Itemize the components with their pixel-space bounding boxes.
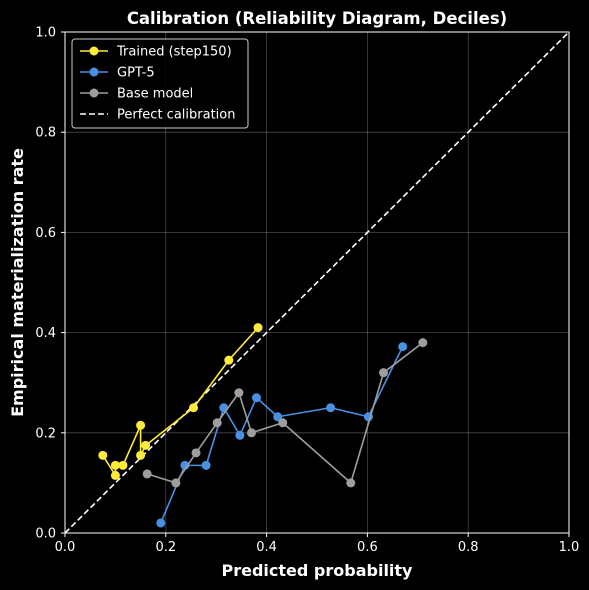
y-tick-label: 0.0 xyxy=(35,527,56,542)
legend-swatch-marker xyxy=(89,46,99,56)
legend-item-trained-step150: Trained (step150) xyxy=(80,45,232,60)
series-gpt-5 xyxy=(156,342,408,528)
data-point-trained-step150 xyxy=(141,440,151,450)
data-point-base-model xyxy=(234,388,244,398)
legend-label: Trained (step150) xyxy=(116,45,232,60)
y-tick-label: 1.0 xyxy=(35,26,56,41)
data-point-trained-step150 xyxy=(253,323,263,333)
series-perfect-calibration xyxy=(64,31,570,534)
series-line-gpt-5 xyxy=(160,346,404,524)
data-point-base-model xyxy=(246,428,256,438)
data-point-gpt-5 xyxy=(398,342,408,352)
x-tick-label: 0.4 xyxy=(256,540,277,555)
x-tick-label: 1.0 xyxy=(559,540,580,555)
data-point-trained-step150 xyxy=(110,460,120,470)
data-point-base-model xyxy=(379,368,389,378)
legend: Trained (step150) GPT-5 Base model Perfect … xyxy=(71,38,249,129)
series-base-model xyxy=(142,338,428,488)
data-point-gpt-5 xyxy=(219,403,229,413)
x-tick-label: 0.0 xyxy=(55,540,76,555)
series-trained-step150 xyxy=(98,323,263,480)
legend-label: GPT-5 xyxy=(117,66,155,81)
data-point-base-model xyxy=(142,469,152,479)
data-point-trained-step150 xyxy=(189,403,199,413)
y-tick-label: 0.2 xyxy=(35,426,56,441)
y-tick-label: 0.8 xyxy=(35,126,56,141)
data-point-trained-step150 xyxy=(136,450,146,460)
x-tick-label: 0.8 xyxy=(458,540,479,555)
x-axis-title: Predicted probability xyxy=(222,561,414,580)
chart-title: Calibration (Reliability Diagram, Decile… xyxy=(127,9,507,28)
data-point-base-model xyxy=(191,448,201,458)
legend-item-perfect-calibration: Perfect calibration xyxy=(80,108,235,123)
y-axis-title: Empirical materialization rate xyxy=(8,148,27,417)
legend-swatch-marker xyxy=(89,88,99,98)
data-point-gpt-5 xyxy=(201,460,211,470)
axes: 0.0 0.2 0.4 0.6 0.8 1.0 0.0 0.2 0.4 0.6 0.8 1.0 xyxy=(35,26,579,556)
legend-item-gpt-5: GPT-5 xyxy=(80,66,155,81)
data-point-trained-step150 xyxy=(98,450,108,460)
data-point-gpt-5 xyxy=(252,393,262,403)
series-layer xyxy=(64,31,570,534)
data-point-trained-step150 xyxy=(136,420,146,430)
data-point-base-model xyxy=(278,418,288,428)
legend-swatch-marker xyxy=(89,67,99,77)
data-point-trained-step150 xyxy=(224,355,234,365)
legend-label: Perfect calibration xyxy=(117,108,235,123)
data-point-base-model xyxy=(212,418,222,428)
series-line-trained-step150 xyxy=(102,327,259,477)
legend-item-base-model: Base model xyxy=(80,87,193,102)
x-tick-label: 0.6 xyxy=(357,540,378,555)
data-point-base-model xyxy=(346,478,356,488)
data-point-trained-step150 xyxy=(110,470,120,480)
series-line-perfect-calibration xyxy=(64,31,570,534)
legend-label: Base model xyxy=(117,87,193,102)
x-tick-label: 0.2 xyxy=(155,540,176,555)
data-point-gpt-5 xyxy=(326,403,336,413)
plot-frame xyxy=(64,31,570,534)
y-tick-label: 0.6 xyxy=(35,226,56,241)
data-point-base-model xyxy=(171,478,181,488)
data-point-gpt-5 xyxy=(180,460,190,470)
data-point-gpt-5 xyxy=(156,518,166,528)
data-point-gpt-5 xyxy=(273,412,283,422)
data-point-trained-step150 xyxy=(118,460,128,470)
y-tick-label: 0.4 xyxy=(35,326,56,341)
data-point-base-model xyxy=(418,338,428,348)
data-point-gpt-5 xyxy=(235,430,245,440)
series-line-base-model xyxy=(146,341,424,484)
legend-box xyxy=(71,38,249,129)
